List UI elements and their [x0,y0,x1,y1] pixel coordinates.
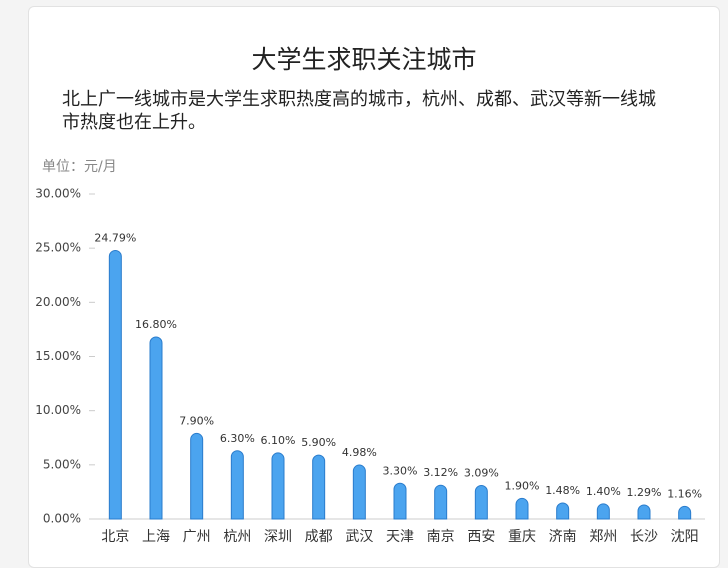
chart-subtitle: 北上广一线城市是大学生求职热度高的城市，杭州、成都、武汉等新一线城市热度也在上升… [62,89,656,133]
x-tick-label: 长沙 [630,529,658,545]
value-label: 1.16% [667,487,702,500]
bar [352,464,366,520]
bar [230,450,244,520]
card [28,6,720,568]
y-tick-label: 20.00% [35,295,81,309]
x-tick-label: 郑州 [589,529,617,545]
value-label: 3.30% [383,464,418,477]
value-label: 1.90% [505,479,540,492]
bar [678,505,692,520]
page: 大学生求职关注城市 北上广一线城市是大学生求职热度高的城市，杭州、成都、武汉等新… [28,6,720,568]
bar [312,454,326,520]
x-tick-label: 深圳 [264,529,292,545]
chart: 0.00% 5.00% 10.00% 15.00% 20.00% 25.00% 30.00%… [35,187,705,545]
bar [474,485,488,520]
bar [434,484,448,520]
bar [393,482,407,520]
bar [515,497,529,520]
y-tick-label: 25.00% [35,241,81,255]
value-label: 16.80% [135,318,177,331]
chart-title: 大学生求职关注城市 [251,45,477,74]
x-tick-label: 武汉 [345,529,373,545]
value-label: 1.40% [586,485,621,498]
value-label: 6.30% [220,432,255,445]
y-tick-label: 30.00% [35,187,81,201]
unit-label: 单位：元/月 [42,159,117,175]
bar [596,503,610,520]
y-tick-label: 15.00% [35,349,81,363]
x-tick-label: 杭州 [223,529,251,545]
value-label: 5.90% [301,436,336,449]
x-tick-label: 济南 [549,529,577,545]
bar [271,452,285,520]
value-label: 1.48% [545,484,580,497]
bar [108,249,122,520]
bar [190,432,204,520]
y-tick-label: 10.00% [35,403,81,417]
x-tick-label: 南京 [427,529,455,545]
value-label: 3.09% [464,467,499,480]
x-tick-label: 重庆 [508,529,536,545]
value-label: 24.79% [94,231,136,244]
x-tick-label: 广州 [183,529,211,545]
x-tick-label: 天津 [386,529,414,545]
bar [637,504,651,520]
bar [556,502,570,520]
x-tick-label: 上海 [142,529,170,545]
value-label: 4.98% [342,446,377,459]
value-label: 6.10% [261,434,296,447]
value-label: 1.29% [627,486,662,499]
y-tick-label: 5.00% [43,457,81,471]
x-tick-label: 成都 [305,529,333,545]
y-tick-label: 0.00% [43,512,81,526]
bar [149,336,163,520]
value-label: 7.90% [179,414,214,427]
value-label: 3.12% [423,466,458,479]
x-tick-label: 北京 [101,529,129,545]
x-tick-label: 西安 [467,529,495,545]
x-tick-label: 沈阳 [671,529,699,545]
